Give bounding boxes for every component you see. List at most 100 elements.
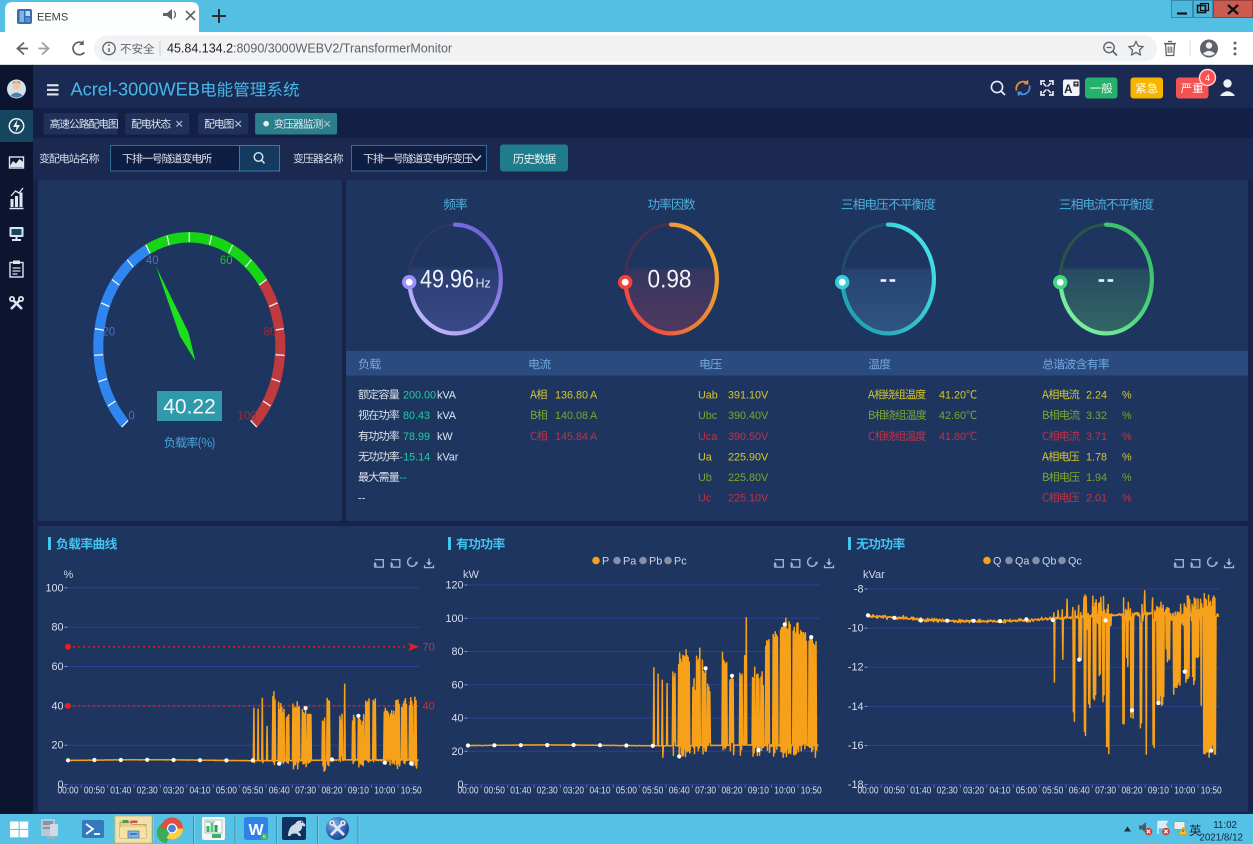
- svg-text:20: 20: [451, 746, 463, 758]
- svg-text:120: 120: [445, 580, 463, 592]
- svg-text:145.84: 145.84: [555, 431, 588, 443]
- svg-text:40.22: 40.22: [163, 396, 216, 419]
- svg-text:Qa: Qa: [1015, 556, 1029, 568]
- svg-text:V: V: [761, 431, 769, 443]
- svg-text:03:20: 03:20: [963, 786, 984, 797]
- svg-text:45.84.134.2: 45.84.134.2: [167, 42, 233, 56]
- svg-text:80.43: 80.43: [403, 410, 430, 422]
- svg-text:--: --: [400, 472, 408, 484]
- svg-text:Pa: Pa: [623, 556, 636, 568]
- svg-text:05:50: 05:50: [242, 786, 263, 797]
- svg-text:V: V: [761, 472, 769, 484]
- svg-text:10:50: 10:50: [401, 786, 422, 797]
- svg-text:%: %: [1122, 472, 1132, 484]
- svg-text:01:40: 01:40: [510, 786, 531, 797]
- svg-text:07:30: 07:30: [695, 786, 716, 797]
- svg-text:41.20: 41.20: [939, 390, 966, 402]
- svg-text:Pb: Pb: [649, 556, 662, 568]
- svg-text:2021/8/12: 2021/8/12: [1199, 833, 1243, 844]
- svg-text:80: 80: [264, 326, 277, 338]
- svg-text:Qc: Qc: [1068, 556, 1082, 568]
- svg-text:07:30: 07:30: [1095, 786, 1116, 797]
- svg-text:60: 60: [451, 679, 463, 691]
- svg-text:s: s: [263, 834, 267, 841]
- svg-text:08:20: 08:20: [1122, 786, 1143, 797]
- svg-text:2.24: 2.24: [1086, 390, 1107, 402]
- svg-text:kVA: kVA: [437, 410, 457, 422]
- svg-text:04:10: 04:10: [990, 786, 1011, 797]
- svg-text:00:50: 00:50: [884, 786, 905, 797]
- svg-text:20: 20: [51, 740, 63, 752]
- svg-text:01:40: 01:40: [910, 786, 931, 797]
- svg-text:Uc: Uc: [698, 493, 712, 505]
- svg-text:09:10: 09:10: [348, 786, 369, 797]
- svg-text:49.96: 49.96: [420, 266, 474, 294]
- svg-text:04:10: 04:10: [590, 786, 611, 797]
- svg-text:-12: -12: [848, 662, 864, 674]
- svg-text:78.99: 78.99: [403, 431, 430, 443]
- svg-text:06:40: 06:40: [669, 786, 690, 797]
- svg-text:Qb: Qb: [1042, 556, 1056, 568]
- svg-text:60: 60: [51, 661, 63, 673]
- svg-text:0: 0: [57, 779, 63, 791]
- svg-text:Uab: Uab: [698, 390, 718, 402]
- svg-text:09:10: 09:10: [748, 786, 769, 797]
- svg-text:00:50: 00:50: [84, 786, 105, 797]
- svg-text:00:00: 00:00: [58, 786, 79, 797]
- svg-text:-18: -18: [848, 779, 864, 791]
- svg-text:02:30: 02:30: [137, 786, 158, 797]
- svg-text:80: 80: [451, 646, 463, 658]
- svg-text:07:30: 07:30: [295, 786, 316, 797]
- svg-text:06:40: 06:40: [269, 786, 290, 797]
- svg-text:Ubc: Ubc: [698, 410, 718, 422]
- svg-text:V: V: [761, 493, 769, 505]
- svg-text:10:50: 10:50: [1201, 786, 1222, 797]
- svg-text:02:30: 02:30: [937, 786, 958, 797]
- svg-text:P: P: [602, 556, 609, 568]
- svg-text:4: 4: [1205, 73, 1210, 84]
- svg-text:Uca: Uca: [698, 431, 717, 443]
- svg-text:42.60: 42.60: [939, 410, 966, 422]
- svg-text:kVar: kVar: [437, 452, 459, 464]
- svg-text:3.32: 3.32: [1086, 410, 1107, 422]
- svg-text:05:50: 05:50: [1042, 786, 1063, 797]
- svg-text:kW: kW: [463, 569, 480, 581]
- svg-text:41.80: 41.80: [939, 431, 966, 443]
- svg-text:04:10: 04:10: [190, 786, 211, 797]
- svg-text:01:40: 01:40: [110, 786, 131, 797]
- svg-text:06:40: 06:40: [1069, 786, 1090, 797]
- svg-text:390.40: 390.40: [728, 410, 761, 422]
- svg-text:09:10: 09:10: [1148, 786, 1169, 797]
- svg-text:%: %: [1122, 431, 1132, 443]
- svg-text:0: 0: [457, 779, 463, 791]
- svg-text:-16: -16: [848, 740, 864, 752]
- svg-text:40: 40: [51, 700, 63, 712]
- svg-text:EEMS: EEMS: [37, 12, 68, 24]
- svg-text:3.71: 3.71: [1086, 431, 1107, 443]
- svg-text:100: 100: [445, 613, 463, 625]
- svg-text::8090/3000WEBV2/TransformerMon: :8090/3000WEBV2/TransformerMonitor: [233, 42, 452, 56]
- svg-text:03:20: 03:20: [563, 786, 584, 797]
- svg-text:-15.14: -15.14: [400, 452, 431, 464]
- svg-text:%: %: [1122, 493, 1132, 505]
- svg-text:200.00: 200.00: [403, 390, 436, 402]
- svg-text:A: A: [590, 410, 598, 422]
- svg-text:%: %: [64, 569, 74, 581]
- svg-text:05:50: 05:50: [642, 786, 663, 797]
- svg-text:Pc: Pc: [674, 556, 687, 568]
- svg-text:10:00: 10:00: [374, 786, 395, 797]
- svg-text:70: 70: [423, 642, 435, 654]
- svg-text:10:00: 10:00: [1174, 786, 1195, 797]
- svg-text:0: 0: [128, 410, 134, 422]
- svg-text:10:50: 10:50: [801, 786, 822, 797]
- svg-text:225.80: 225.80: [728, 472, 761, 484]
- svg-text:kW: kW: [437, 431, 453, 443]
- svg-text:A: A: [590, 431, 598, 443]
- svg-text:2.01: 2.01: [1086, 493, 1107, 505]
- svg-text:100: 100: [45, 582, 63, 594]
- svg-text:00:00: 00:00: [458, 786, 479, 797]
- svg-text:0.98: 0.98: [648, 266, 692, 294]
- svg-text:kVA: kVA: [437, 390, 457, 402]
- svg-text:--: --: [358, 493, 366, 505]
- svg-text:00:50: 00:50: [484, 786, 505, 797]
